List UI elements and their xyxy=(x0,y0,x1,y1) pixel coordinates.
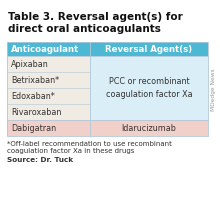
Text: Apixaban: Apixaban xyxy=(11,59,49,68)
Text: Rivaroxaban: Rivaroxaban xyxy=(11,108,61,117)
Bar xyxy=(7,72,90,88)
Text: Anticoagulant: Anticoagulant xyxy=(11,44,79,53)
Text: *Off-label recommendation to use recombinant: *Off-label recommendation to use recombi… xyxy=(7,141,172,147)
Text: MDedge News: MDedge News xyxy=(211,69,216,111)
Text: Edoxaban*: Edoxaban* xyxy=(11,92,55,101)
Text: Dabigatran: Dabigatran xyxy=(11,123,56,132)
Text: PCC or recombinant
coagulation factor Xa: PCC or recombinant coagulation factor Xa xyxy=(106,77,192,99)
Bar xyxy=(90,56,208,120)
Bar xyxy=(7,104,90,120)
Bar xyxy=(7,120,90,136)
Bar xyxy=(7,88,90,104)
Text: Betrixaban*: Betrixaban* xyxy=(11,75,59,84)
Text: Source: Dr. Tuck: Source: Dr. Tuck xyxy=(7,157,73,163)
Text: direct oral anticoagulants: direct oral anticoagulants xyxy=(8,24,161,34)
Text: Table 3. Reversal agent(s) for: Table 3. Reversal agent(s) for xyxy=(8,12,183,22)
Text: coagulation factor Xa in these drugs: coagulation factor Xa in these drugs xyxy=(7,148,134,154)
Bar xyxy=(7,56,90,72)
Text: Reversal Agent(s): Reversal Agent(s) xyxy=(105,44,192,53)
Text: Idarucizumab: Idarucizumab xyxy=(122,123,176,132)
Bar xyxy=(7,42,208,56)
Bar xyxy=(90,120,208,136)
